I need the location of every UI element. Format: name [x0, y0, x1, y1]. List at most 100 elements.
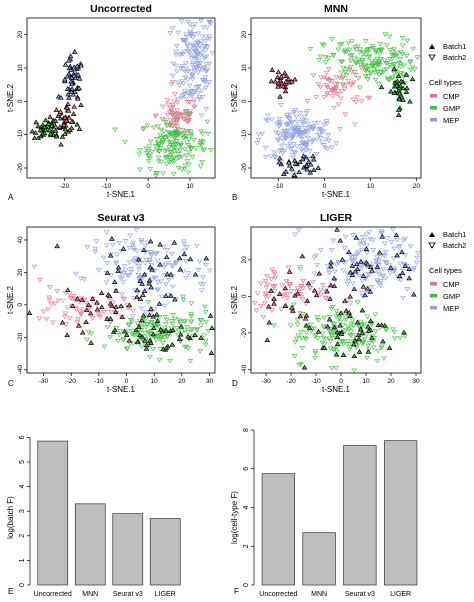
point-gmp-batch2: [342, 69, 349, 75]
point-cmp-batch2: [164, 98, 171, 103]
point-gmp-batch2: [320, 335, 327, 341]
point-gmp-batch2: [198, 318, 205, 323]
point-mep-batch2: [333, 262, 340, 267]
point-mep-batch1: [310, 156, 317, 162]
point-gmp-batch1: [148, 340, 154, 345]
point-cmp-batch2: [354, 95, 360, 100]
point-gmp-batch2: [382, 32, 389, 37]
point-mep-batch1: [66, 95, 72, 100]
point-gmp-batch1: [388, 88, 394, 94]
point-gmp-batch1: [31, 135, 38, 141]
point-mep-batch1: [54, 243, 61, 249]
y-axis-label: t-SNE.2: [6, 83, 15, 112]
point-gmp-batch2: [153, 337, 159, 343]
point-gmp-batch1: [163, 345, 170, 350]
point-mep-batch2: [400, 295, 406, 301]
point-cmp-batch2: [169, 102, 176, 108]
point-gmp-batch1: [303, 322, 310, 328]
point-gmp-batch2: [202, 342, 209, 348]
point-mep-batch1: [393, 232, 400, 238]
point-cmp-batch2: [110, 300, 116, 306]
point-cmp-batch2: [101, 310, 108, 315]
point-gmp-batch1: [163, 327, 169, 333]
point-gmp-batch2: [342, 315, 349, 321]
point-gmp-batch2: [356, 325, 362, 330]
point-mep-batch1: [374, 264, 381, 269]
point-mep-batch2: [167, 31, 174, 36]
panel-letter: D: [232, 379, 238, 388]
point-mep-batch2: [151, 275, 157, 280]
point-mep-batch2: [410, 267, 417, 273]
point-cmp-batch2: [287, 284, 293, 289]
point-gmp-batch2: [173, 139, 180, 144]
point-gmp-batch2: [134, 321, 141, 326]
point-cmp-batch1: [327, 296, 333, 301]
point-cmp-batch2: [51, 301, 58, 307]
point-mep-batch1: [68, 89, 75, 95]
point-mep-batch2: [206, 34, 213, 40]
point-mep-batch2: [271, 150, 277, 156]
point-mep-batch1: [65, 91, 71, 97]
legend-label: MEP: [443, 304, 459, 313]
point-mep-batch2: [122, 239, 129, 244]
point-mep-batch2: [308, 140, 315, 145]
point-mep-batch2: [153, 251, 160, 256]
point-cmp-batch2: [348, 83, 354, 88]
point-cmp-batch1: [266, 319, 273, 325]
point-gmp-batch2: [141, 126, 147, 131]
point-mep-batch2: [324, 146, 331, 152]
point-gmp-batch2: [378, 344, 385, 350]
point-mep-batch2: [319, 140, 325, 145]
point-mep-batch1: [337, 237, 344, 243]
point-mep-batch2: [182, 258, 189, 264]
point-mep-batch2: [173, 63, 180, 69]
point-gmp-batch2: [341, 48, 348, 54]
point-gmp-batch2: [335, 47, 342, 53]
point-gmp-batch1: [52, 128, 59, 133]
point-mep-batch2: [188, 56, 195, 62]
point-mep-batch2: [259, 131, 266, 137]
point-gmp-batch2: [348, 333, 354, 339]
point-cmp-batch1: [119, 314, 126, 320]
point-mep-batch2: [326, 138, 332, 144]
point-mep-batch2: [323, 286, 330, 291]
point-mep-batch2: [360, 241, 367, 247]
point-gmp-batch2: [365, 343, 371, 349]
point-mep-batch2: [138, 239, 145, 245]
point-gmp-batch2: [155, 334, 161, 339]
point-gmp-batch2: [181, 131, 188, 136]
point-mep-batch2: [190, 43, 197, 49]
point-gmp-batch2: [384, 61, 390, 67]
point-mep-batch1: [187, 256, 194, 262]
point-cmp-batch2: [166, 110, 173, 115]
point-mep-batch2: [413, 260, 420, 266]
point-mep-batch2: [136, 276, 143, 281]
point-mep-batch2: [191, 67, 198, 73]
legend-swatch-cmp: [430, 94, 437, 98]
point-gmp-batch2: [340, 341, 347, 347]
point-mep-batch2: [31, 264, 38, 270]
point-cmp-batch2: [270, 284, 276, 289]
legend-swatch-cmp: [430, 282, 437, 286]
point-mep-batch2: [391, 268, 398, 274]
point-mep-batch1: [163, 293, 169, 298]
point-gmp-batch2: [363, 332, 370, 338]
point-gmp-batch2: [156, 357, 163, 363]
point-cmp-batch2: [342, 83, 349, 88]
point-mep-batch2: [184, 77, 191, 83]
point-gmp-batch2: [187, 132, 194, 137]
point-gmp-batch2: [188, 314, 195, 319]
point-cmp-batch2: [174, 108, 181, 113]
point-mep-batch2: [93, 239, 100, 244]
point-cmp-batch1: [85, 302, 92, 307]
point-gmp-batch1: [192, 332, 198, 337]
panel-f: Uncorrected MNN Seurat v3 LIGER 0 2 4 6 8 log(cel…: [230, 428, 418, 598]
x-tick-label: -10: [274, 183, 284, 190]
point-gmp-batch2: [339, 76, 346, 82]
point-gmp-batch2: [393, 69, 400, 75]
point-cmp-batch1: [275, 80, 282, 86]
point-gmp-batch2: [351, 70, 358, 75]
point-gmp-batch2: [364, 47, 370, 53]
point-mep-batch2: [298, 147, 305, 153]
point-mep-batch1: [276, 159, 283, 165]
